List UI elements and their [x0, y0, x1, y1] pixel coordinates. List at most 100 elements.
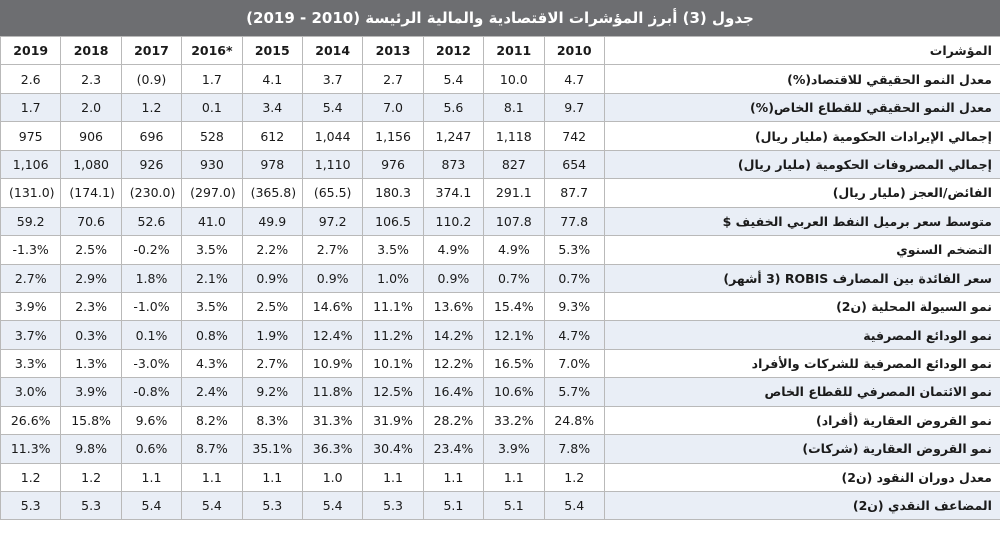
- value-cell: 10.6%: [483, 377, 545, 407]
- header-row: 2019 2018 2017 2016* 2015 2014 2013 2012 2011 201…: [0, 35, 1000, 66]
- value-cell: 5.3: [60, 490, 122, 521]
- table-row: 59.2 70.6 52.6 41.0 49.9 97.2 106.5 110.2 107.8 7…: [0, 206, 1000, 237]
- value-cell: 59.2: [0, 206, 62, 237]
- year-header: 2019: [0, 35, 62, 66]
- value-cell: 97.2: [301, 206, 364, 237]
- value-cell: 0.3%: [60, 320, 122, 350]
- value-cell: 35.1%: [241, 434, 303, 464]
- value-cell: 0.6%: [120, 434, 183, 464]
- indicator-label: معدل النمو الحقيقي للاقتصاد(%): [603, 64, 1000, 94]
- table-row: -1.3% 2.5% -0.2% 3.5% 2.2% 2.7% 3.5% 4.9% 4.9% 5.…: [0, 235, 1000, 265]
- table-row: 3.3% 1.3% -3.0% 4.3% 2.7% 10.9% 10.1% 12.2% 16.5…: [0, 348, 1000, 379]
- table-row: 26.6% 15.8% 9.6% 8.2% 8.3% 31.3% 31.9% 28.2% 33.…: [0, 405, 1000, 436]
- value-cell: 7.8%: [543, 434, 605, 464]
- value-cell: (297.0): [181, 178, 243, 208]
- value-cell: 1.1: [483, 462, 545, 493]
- value-cell: 13.6%: [422, 291, 485, 322]
- indicator-label: معدل دوران النقود (ن2): [603, 462, 1000, 493]
- table-row: 11.3% 9.8% 0.6% 8.7% 35.1% 36.3% 30.4% 23.4% 3.9…: [0, 434, 1000, 464]
- table-row: 1.2 1.2 1.1 1.1 1.1 1.0 1.1 1.1 1.1 1.2 معدل دوران…: [0, 462, 1000, 493]
- value-cell: 1,156: [362, 121, 424, 151]
- value-cell: 975: [0, 121, 62, 151]
- value-cell: 1.7: [181, 64, 243, 94]
- value-cell: 49.9: [241, 206, 303, 237]
- value-cell: 1.9%: [241, 320, 303, 350]
- value-cell: 2.7: [362, 64, 424, 94]
- value-cell: 5.6: [422, 92, 485, 123]
- value-cell: 33.2%: [483, 405, 545, 436]
- value-cell: 12.4%: [301, 320, 364, 350]
- value-cell: 8.2%: [181, 405, 243, 436]
- year-header: 2014: [301, 35, 364, 66]
- value-cell: 4.3%: [181, 348, 243, 379]
- value-cell: 2.7%: [0, 263, 62, 293]
- value-cell: 978: [241, 149, 303, 180]
- value-cell: -3.0%: [120, 348, 183, 379]
- value-cell: -1.0%: [120, 291, 183, 322]
- value-cell: 11.8%: [301, 377, 364, 407]
- value-cell: 1.0%: [362, 263, 424, 293]
- value-cell: 976: [362, 149, 424, 180]
- value-cell: -0.2%: [120, 235, 183, 265]
- value-cell: 12.2%: [422, 348, 485, 379]
- table-row: 975 906 696 528 612 1,044 1,156 1,247 1,118 742 إج…: [0, 121, 1000, 151]
- value-cell: 41.0: [181, 206, 243, 237]
- value-cell: 696: [120, 121, 183, 151]
- year-header: 2011: [483, 35, 545, 66]
- value-cell: 5.4: [301, 92, 364, 123]
- value-cell: 3.7: [301, 64, 364, 94]
- table-row: 2.6 2.3 (0.9) 1.7 4.1 3.7 2.7 5.4 10.0 4.7 معدل ال…: [0, 64, 1000, 94]
- table-title: جدول (3) أبرز المؤشرات الاقتصادية والمال…: [0, 0, 1000, 36]
- value-cell: 4.9%: [422, 235, 485, 265]
- value-cell: -0.8%: [120, 377, 183, 407]
- value-cell: 1,106: [0, 149, 62, 180]
- value-cell: 1,118: [483, 121, 545, 151]
- value-cell: 0.7%: [483, 263, 545, 293]
- value-cell: 7.0: [362, 92, 424, 123]
- value-cell: 3.9%: [0, 291, 62, 322]
- table-row: 3.0% 3.9% -0.8% 2.4% 9.2% 11.8% 12.5% 16.4% 10.6…: [0, 377, 1000, 407]
- value-cell: 30.4%: [362, 434, 424, 464]
- value-cell: 1.1: [120, 462, 183, 493]
- value-cell: 0.8%: [181, 320, 243, 350]
- year-header: 2017: [120, 35, 183, 66]
- table-row: 1.7 2.0 1.2 0.1 3.4 5.4 7.0 5.6 8.1 9.7 معدل النمو…: [0, 92, 1000, 123]
- value-cell: 14.2%: [422, 320, 485, 350]
- value-cell: (365.8): [241, 178, 303, 208]
- value-cell: 1.1: [241, 462, 303, 493]
- value-cell: 5.3%: [543, 235, 605, 265]
- value-cell: 742: [543, 121, 605, 151]
- value-cell: 5.1: [422, 490, 485, 521]
- value-cell: 77.8: [543, 206, 605, 237]
- value-cell: 528: [181, 121, 243, 151]
- indicator-label: التضخم السنوي: [603, 235, 1000, 265]
- indicator-label: نمو الائتمان المصرفي للقطاع الخاص: [603, 377, 1000, 407]
- value-cell: 8.3%: [241, 405, 303, 436]
- value-cell: 3.3%: [0, 348, 62, 379]
- value-cell: 87.7: [543, 178, 605, 208]
- value-cell: 4.1: [241, 64, 303, 94]
- value-cell: 1,044: [301, 121, 364, 151]
- year-header: 2018: [60, 35, 122, 66]
- value-cell: 11.1%: [362, 291, 424, 322]
- year-header: 2016*: [181, 35, 243, 66]
- value-cell: 5.3: [0, 490, 62, 521]
- table-row: 3.7% 0.3% 0.1% 0.8% 1.9% 12.4% 11.2% 14.2% 12.1%…: [0, 320, 1000, 350]
- value-cell: 12.5%: [362, 377, 424, 407]
- indicator-label: نمو القروض العقارية (أفراد): [603, 405, 1000, 436]
- value-cell: 14.6%: [301, 291, 364, 322]
- value-cell: 11.3%: [0, 434, 62, 464]
- table-row: 3.9% 2.3% -1.0% 3.5% 2.5% 14.6% 11.1% 13.6% 15.4…: [0, 291, 1000, 322]
- value-cell: 24.8%: [543, 405, 605, 436]
- value-cell: 291.1: [483, 178, 545, 208]
- indicator-label: متوسط سعر برميل النفط العربي الخفيف $: [603, 206, 1000, 237]
- indicator-label: نمو الودائع المصرفية للشركات والأفراد: [603, 348, 1000, 379]
- value-cell: 5.1: [483, 490, 545, 521]
- value-cell: 3.5%: [181, 291, 243, 322]
- table-row: (131.0) (174.1) (230.0) (297.0) (365.8) (65.5…: [0, 178, 1000, 208]
- value-cell: 5.4: [422, 64, 485, 94]
- value-cell: 1.1: [181, 462, 243, 493]
- value-cell: 15.8%: [60, 405, 122, 436]
- value-cell: 0.9%: [422, 263, 485, 293]
- value-cell: 5.4: [120, 490, 183, 521]
